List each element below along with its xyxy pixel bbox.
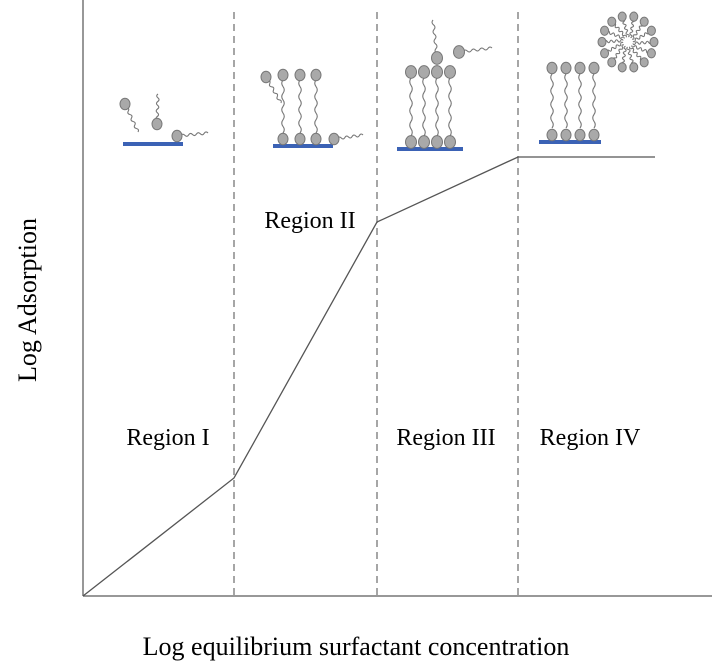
surfactant-tail [449, 78, 452, 136]
surfactant-tail [299, 80, 302, 133]
page: {"axes": {"x_label": "Log equilibrium su… [0, 0, 712, 661]
surfactant-head [561, 62, 571, 74]
surfactant-head [120, 98, 130, 110]
surfactant-head [575, 129, 585, 141]
surfactant-head [608, 58, 616, 67]
surfactant-tail [410, 78, 413, 136]
surfactant-head [601, 49, 609, 58]
surface [123, 142, 183, 146]
surfactant-head [608, 17, 616, 26]
surfactant-head [650, 37, 658, 46]
surfactant-tail [579, 74, 582, 128]
surfactant-head [329, 133, 339, 145]
surfactant-tail [551, 74, 554, 128]
adsorption-curve [83, 157, 655, 596]
surfactant-head [547, 62, 557, 74]
surfactant-head [561, 129, 571, 141]
surfactant-tail [423, 78, 426, 136]
surfactant-head [311, 133, 321, 145]
region-label: Region II [264, 208, 355, 234]
surfactant-head [547, 129, 557, 141]
surfactant-head [261, 71, 271, 83]
surfactant-tail [436, 78, 439, 136]
surfactant-head [640, 58, 648, 67]
region-label: Region I [126, 425, 209, 451]
surfactant-head [295, 133, 305, 145]
surfactant-head [432, 52, 443, 65]
region-label: Region III [396, 425, 495, 451]
surfactant-head [419, 66, 430, 79]
surfactant-head [618, 63, 626, 72]
surfactant-head [630, 12, 638, 21]
surfactant-head [601, 26, 609, 35]
surfactant-head [311, 69, 321, 81]
surfactant-head [640, 17, 648, 26]
molecules [120, 12, 658, 148]
surfactant-tail [565, 74, 568, 128]
y-axis-label: Log Adsorption [13, 218, 42, 382]
region-dividers [234, 12, 518, 596]
surfactant-head [618, 12, 626, 21]
surfactant-tail [593, 74, 596, 128]
surfactant-head [647, 26, 655, 35]
surfactant-head [406, 66, 417, 79]
surfactant-head [589, 129, 599, 141]
surfactant-head [445, 136, 456, 149]
surfactant-tail [282, 80, 285, 133]
surfactant-head [278, 133, 288, 145]
x-axis-label: Log equilibrium surfactant concentration [143, 632, 570, 661]
surfactant-head [152, 118, 162, 130]
diagram: Region I Region II Region III Region IV … [0, 0, 712, 661]
surfactant-head [278, 69, 288, 81]
surfactant-head [432, 66, 443, 79]
surfactant-head [419, 136, 430, 149]
surfactant-head [172, 130, 182, 142]
surfactant-head [647, 49, 655, 58]
surfactant-head [575, 62, 585, 74]
surfactant-head [445, 66, 456, 79]
surfactant-head [454, 46, 465, 59]
region-label: Region IV [540, 425, 641, 451]
surfaces [123, 140, 601, 151]
surfactant-head [598, 37, 606, 46]
surfactant-head [406, 136, 417, 149]
surfactant-head [432, 136, 443, 149]
surfactant-head [295, 69, 305, 81]
surfactant-tail [315, 80, 318, 133]
surfactant-head [589, 62, 599, 74]
surfactant-head [630, 63, 638, 72]
